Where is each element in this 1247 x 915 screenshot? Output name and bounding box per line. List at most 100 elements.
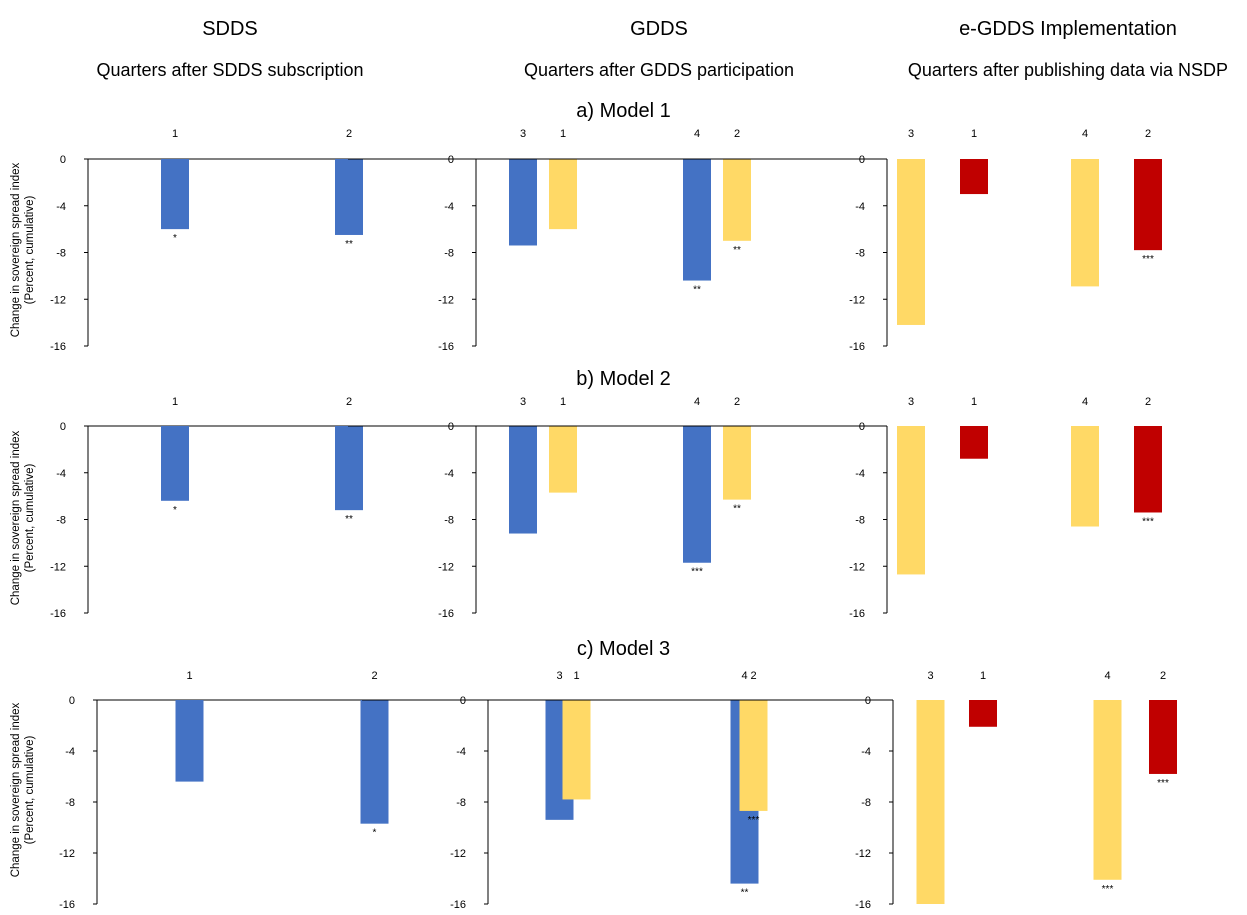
model1-gdds-ytick-label: -16	[438, 341, 454, 353]
model1-sdds-significance-label: *	[173, 233, 177, 244]
model2-egdds-bar-1	[960, 426, 988, 459]
model3-sdds-bar-1	[175, 700, 204, 782]
model2-gdds-bar-4	[1071, 426, 1099, 527]
model1-sdds-bar-3	[509, 159, 537, 246]
model3-gdds-ytick-label: 0	[460, 695, 466, 707]
model3-gdds-bar-4	[1093, 700, 1122, 880]
model1-egdds-ytick-label: -8	[855, 248, 865, 260]
model3-sdds-category-label: 4	[741, 670, 747, 682]
model3-gdds-ytick-label: -12	[450, 848, 466, 860]
model2-egdds-category-label: 2	[1145, 396, 1151, 408]
model3-egdds-ytick-label: -12	[855, 848, 871, 860]
model1-gdds-significance-label: **	[733, 245, 741, 256]
model3-sdds-ytick-label: -4	[65, 746, 75, 758]
model3-egdds-significance-label: ***	[1157, 778, 1169, 789]
model1-sdds-category-label: 3	[520, 128, 526, 140]
model2-gdds-bar-1	[549, 426, 577, 493]
model2-egdds-ytick-label: -16	[849, 608, 865, 620]
sdds-column-title: SDDS	[202, 18, 258, 40]
model1-sdds-bar-4	[683, 159, 711, 281]
model2-gdds-category-label: 1	[560, 396, 566, 408]
model1-sdds-ytick-label: 0	[60, 154, 66, 166]
model3-gdds-bar-1	[562, 700, 591, 800]
model3-sdds-category-label: 1	[186, 670, 192, 682]
model2-gdds-ytick-label: -12	[438, 561, 454, 573]
model2-gdds-ytick-label: -16	[438, 608, 454, 620]
model1-egdds-category-label: 1	[971, 128, 977, 140]
model-2-title: b) Model 2	[576, 368, 671, 390]
model2-sdds-category-label: 1	[172, 396, 178, 408]
egdds-column-subtitle: Quarters after publishing data via NSDP	[907, 60, 1229, 80]
model-1-title: a) Model 1	[576, 100, 671, 122]
model1-gdds-ytick-label: -12	[438, 294, 454, 306]
model3-sdds-category-label: 3	[556, 670, 562, 682]
model3-gdds-ytick-label: -16	[450, 899, 466, 909]
model3-sdds-significance-label: *	[373, 828, 377, 839]
model3-gdds-significance-label: ***	[748, 815, 760, 826]
model2-gdds-ytick-label: 0	[448, 421, 454, 433]
model2-gdds-ytick-label: -8	[444, 515, 454, 527]
model2-sdds-ytick-label: -8	[56, 515, 66, 527]
model3-sdds-bar-2	[360, 700, 389, 824]
model1-gdds-bar-2	[723, 159, 751, 241]
model3-gdds-ytick-label: -4	[456, 746, 466, 758]
model1-gdds-category-label: 4	[1082, 128, 1088, 140]
model3-egdds-bar-2	[1149, 700, 1177, 774]
model3-gdds-category-label: 4	[1104, 670, 1110, 682]
model2-sdds-significance-label: ***	[691, 567, 703, 578]
model1-sdds-bar-1	[161, 159, 189, 230]
model1-gdds-ytick-label: -8	[444, 248, 454, 260]
model2-egdds-category-label: 1	[971, 396, 977, 408]
model3-sdds-ytick-label: -16	[59, 899, 75, 909]
model3-gdds-category-label: 3	[927, 670, 933, 682]
model3-sdds-significance-label: **	[741, 888, 749, 899]
model3-sdds-category-label: 2	[371, 670, 377, 682]
model1-gdds-category-label: 3	[908, 128, 914, 140]
model3-gdds-bar-2	[739, 700, 768, 811]
model2-sdds-ytick-label: -4	[56, 468, 66, 480]
model2-sdds-bar-1	[161, 426, 189, 501]
model1-sdds-significance-label: **	[693, 285, 701, 296]
model3-sdds-ytick-label: -12	[59, 848, 75, 860]
model2-sdds-bar-3	[509, 426, 537, 534]
model2-gdds-bar-2	[723, 426, 751, 500]
model1-egdds-category-label: 2	[1145, 128, 1151, 140]
model1-gdds-ytick-label: 0	[448, 154, 454, 166]
model1-egdds-significance-label: ***	[1142, 254, 1154, 265]
model2-gdds-ytick-label: -4	[444, 468, 454, 480]
model2-egdds-ytick-label: -12	[849, 561, 865, 573]
model1-sdds-significance-label: **	[345, 239, 353, 250]
model1-sdds-bar-2	[335, 159, 363, 235]
model1-sdds-ytick-label: -16	[50, 341, 66, 353]
model1-sdds-category-label: 1	[172, 128, 178, 140]
model2-sdds-ytick-label: 0	[60, 421, 66, 433]
model1-sdds-category-label: 2	[346, 128, 352, 140]
model1-egdds-ytick-label: -4	[855, 201, 865, 213]
model2-egdds-ytick-label: -4	[855, 468, 865, 480]
model2-sdds-category-label: 4	[694, 396, 700, 408]
model1-sdds-ytick-label: -8	[56, 248, 66, 260]
model1-sdds-ytick-label: -4	[56, 201, 66, 213]
model1-gdds-category-label: 1	[560, 128, 566, 140]
model1-egdds-bar-1	[960, 159, 988, 195]
model1-sdds-ytick-label: -12	[50, 294, 66, 306]
model3-egdds-category-label: 2	[1160, 670, 1166, 682]
model3-gdds-bar-3	[916, 700, 945, 904]
model3-egdds-category-label: 1	[980, 670, 986, 682]
model1-gdds-bar-1	[549, 159, 577, 230]
model1-egdds-bar-2	[1134, 159, 1162, 251]
model2-sdds-ytick-label: -16	[50, 608, 66, 620]
egdds-column-title: e-GDDS Implementation	[959, 18, 1177, 40]
model3-gdds-significance-label: ***	[1102, 884, 1114, 895]
model3-gdds-category-label: 2	[750, 670, 756, 682]
model2-egdds-ytick-label: 0	[859, 421, 865, 433]
model2-gdds-bar-3	[897, 426, 925, 575]
model1-egdds-ytick-label: -12	[849, 294, 865, 306]
model1-egdds-ytick-label: -16	[849, 341, 865, 353]
model3-gdds-ytick-label: -8	[456, 797, 466, 809]
model2-gdds-category-label: 3	[908, 396, 914, 408]
model2-sdds-bar-4	[683, 426, 711, 563]
model3-egdds-ytick-label: 0	[865, 695, 871, 707]
model1-gdds-category-label: 2	[734, 128, 740, 140]
